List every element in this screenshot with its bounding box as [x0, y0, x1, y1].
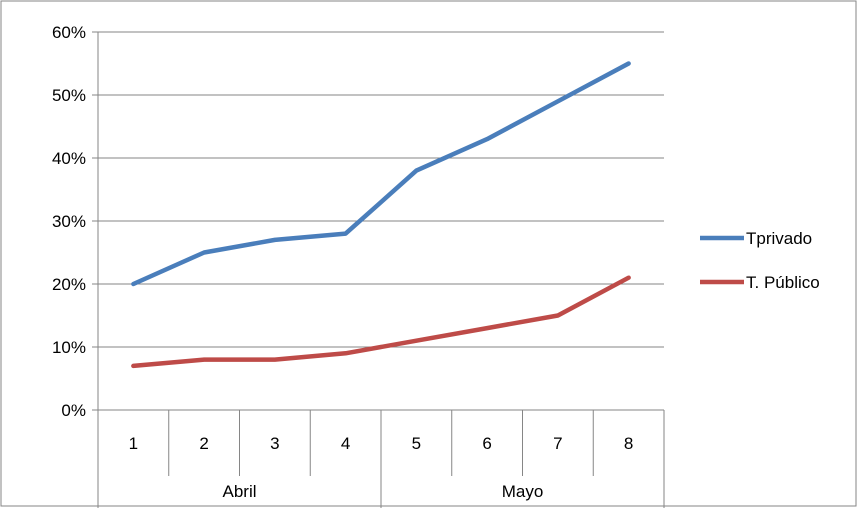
- legend: Tprivado T. Público: [700, 229, 820, 292]
- y-tick-label: 60%: [52, 23, 86, 42]
- y-tick-label: 40%: [52, 149, 86, 168]
- x-tick-label: 8: [624, 434, 633, 453]
- x-tick-label: 5: [412, 434, 421, 453]
- x-tick-label: 4: [341, 434, 350, 453]
- x-tick-label: 1: [129, 434, 138, 453]
- legend-label: T. Público: [746, 273, 820, 292]
- series-line-0: [131, 61, 631, 287]
- gridlines: [98, 31, 664, 348]
- axis-labels: 0% 10% 20% 30% 40% 50% 60% 1 2 3 4 5 6 7 8 Abril Mayo: [52, 23, 633, 501]
- series-lines: [131, 61, 631, 369]
- y-tick-label: 50%: [52, 86, 86, 105]
- x-group-label: Abril: [222, 482, 256, 501]
- y-tick-label: 30%: [52, 212, 86, 231]
- y-tick-label: 0%: [61, 401, 86, 420]
- y-tick-label: 10%: [52, 338, 86, 357]
- x-tick-label: 6: [482, 434, 491, 453]
- axes: [92, 31, 665, 508]
- x-tick-label: 3: [270, 434, 279, 453]
- x-tick-label: 7: [553, 434, 562, 453]
- series-line-1: [131, 275, 631, 369]
- x-group-label: Mayo: [502, 482, 544, 501]
- x-tick-label: 2: [199, 434, 208, 453]
- legend-label: Tprivado: [746, 229, 812, 248]
- y-tick-label: 20%: [52, 275, 86, 294]
